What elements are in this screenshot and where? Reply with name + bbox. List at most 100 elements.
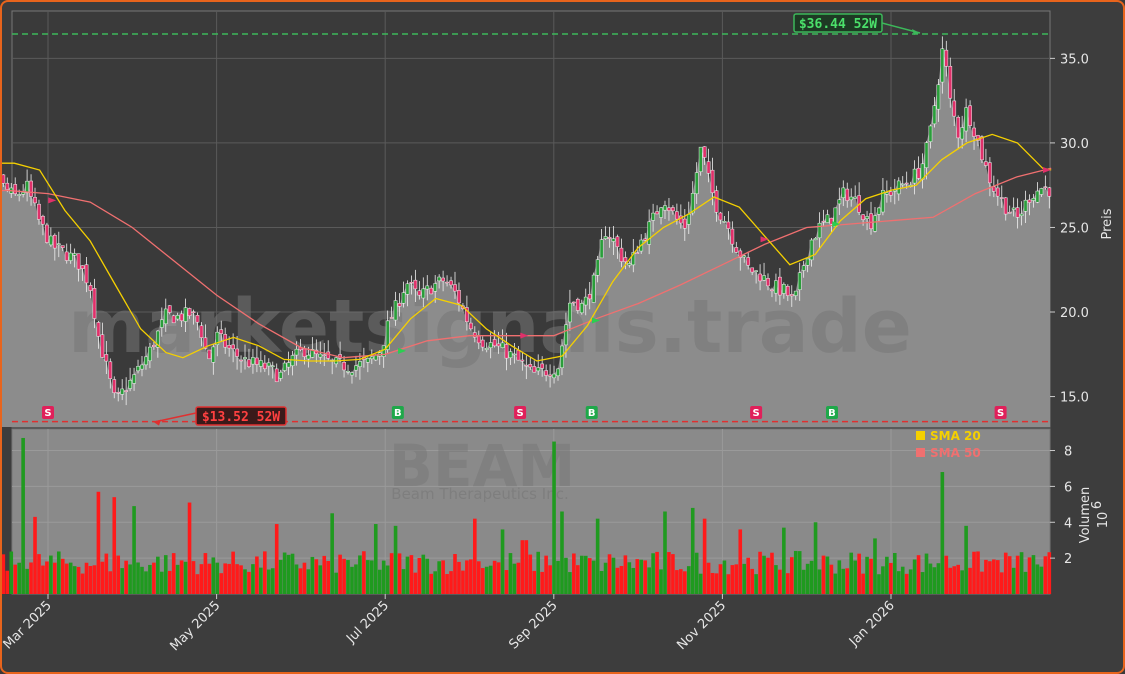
volume-bar-up xyxy=(290,553,295,594)
low-52w-label: $13.52 52W xyxy=(202,410,280,425)
volume-bar-down xyxy=(789,557,794,594)
candle-up xyxy=(270,365,275,368)
volume-bar-up xyxy=(369,560,374,594)
volume-bar-down xyxy=(100,561,105,594)
volume-bar-up xyxy=(17,562,21,594)
volume-bar-down xyxy=(889,562,893,594)
volume-bar-up xyxy=(354,564,358,594)
candle-down xyxy=(988,162,992,184)
candle-up xyxy=(817,222,822,239)
candle-up xyxy=(877,207,881,215)
candle-up xyxy=(17,194,22,196)
volume-bar-down xyxy=(255,556,259,594)
volume-bar-up xyxy=(1011,567,1016,594)
volume-bar-down xyxy=(516,562,521,594)
signal-letter: S xyxy=(997,408,1004,419)
signal-letter: S xyxy=(44,408,51,419)
volume-bar-down xyxy=(734,564,739,594)
volume-bar-up xyxy=(433,571,437,594)
volume-bar-up xyxy=(817,569,822,594)
volume-bar-down xyxy=(45,561,49,594)
candle-down xyxy=(572,301,576,304)
volume-bar-down xyxy=(326,560,331,594)
volume-bar-down xyxy=(524,540,529,594)
volume-bar-up xyxy=(885,556,889,594)
candle-up xyxy=(896,180,901,195)
candle-down xyxy=(457,290,461,304)
volume-bar-down xyxy=(738,529,743,594)
candle-up xyxy=(215,331,220,345)
candle-down xyxy=(1015,207,1020,218)
volume-bar-up xyxy=(892,552,897,594)
volume-bar-down xyxy=(235,564,239,594)
candle-up xyxy=(286,362,291,368)
candle-down xyxy=(504,344,509,359)
legend-swatch xyxy=(916,431,925,440)
candle-up xyxy=(552,373,556,379)
volume-bar-up xyxy=(583,555,588,594)
candle-up xyxy=(647,221,651,245)
volume-bar-down xyxy=(904,573,909,594)
sell-signal-badge xyxy=(514,406,527,419)
candle-down xyxy=(441,277,445,282)
candle-up xyxy=(631,252,636,266)
price-tick-label: 25.0 xyxy=(1060,221,1089,236)
crossover-marker xyxy=(832,221,841,228)
volume-bar-up xyxy=(163,555,168,594)
volume-bar-up xyxy=(797,551,802,594)
legend-swatch xyxy=(916,448,925,457)
candle-down xyxy=(13,184,18,195)
volume-tick-label: 2 xyxy=(1064,552,1072,567)
high-52w-label: $36.44 52W xyxy=(799,17,877,32)
candle-down xyxy=(619,247,624,262)
volume-bar-down xyxy=(999,572,1004,594)
volume-bar-up xyxy=(881,566,885,594)
candle-up xyxy=(960,127,964,140)
candle-down xyxy=(1047,187,1052,197)
candle-down xyxy=(45,224,49,243)
watermark-text: marketsignals.trade xyxy=(68,284,912,370)
volume-bar-up xyxy=(278,559,283,594)
candle-down xyxy=(948,65,953,99)
candle-down xyxy=(104,354,109,362)
volume-bar-up xyxy=(334,572,338,594)
x-tick-label: Sep 2025 xyxy=(506,598,560,652)
volume-bar-down xyxy=(750,568,754,594)
volume-exponent-power: 6 xyxy=(1090,501,1105,509)
candle-up xyxy=(611,238,616,242)
candle-down xyxy=(766,278,770,287)
candle-down xyxy=(199,325,204,338)
candle-up xyxy=(350,372,354,376)
volume-bar-down xyxy=(1047,552,1052,594)
volume-bar-up xyxy=(564,557,568,594)
volume-bar-up xyxy=(651,553,655,594)
candle-down xyxy=(607,236,612,239)
volume-bar-down xyxy=(124,560,128,594)
volume-bar-down xyxy=(528,554,533,594)
volume-bar-up xyxy=(266,569,271,594)
candle-up xyxy=(140,364,144,370)
volume-bar-down xyxy=(441,560,445,594)
volume-bar-down xyxy=(944,555,949,594)
candle-up xyxy=(659,207,663,218)
candle-up xyxy=(722,221,727,223)
volume-bar-down xyxy=(655,551,659,594)
volume-bar-up xyxy=(552,441,556,594)
candle-down xyxy=(235,348,239,357)
volume-bar-up xyxy=(128,564,132,594)
volume-bar-down xyxy=(239,565,243,594)
crossover-marker xyxy=(591,317,600,324)
volume-bar-down xyxy=(1027,557,1032,594)
volume-bar-down xyxy=(203,553,208,594)
volume-bar-down xyxy=(112,497,117,594)
volume-bar-down xyxy=(576,565,580,594)
candle-down xyxy=(219,329,224,334)
candle-up xyxy=(694,172,699,195)
candle-down xyxy=(191,311,196,313)
candle-up xyxy=(627,263,632,266)
candle-up xyxy=(68,252,73,261)
candle-up xyxy=(556,368,560,377)
volume-bar-up xyxy=(579,555,584,594)
x-tick-label: Mar 2025 xyxy=(2,598,55,652)
